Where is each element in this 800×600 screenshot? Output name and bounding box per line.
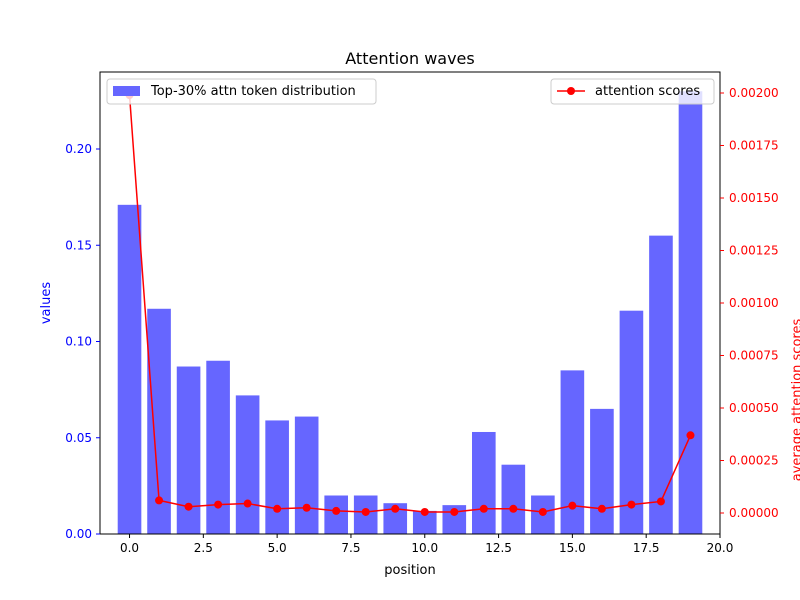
- attention-point-2: [184, 502, 193, 511]
- y-right-tick-label: 0.00100: [729, 296, 779, 310]
- attention-point-15: [568, 501, 577, 510]
- bar-position-18: [649, 235, 673, 535]
- y-right-tick-label: 0.00025: [729, 454, 779, 468]
- attention-point-18: [656, 497, 665, 506]
- attention-point-17: [627, 500, 636, 509]
- bar-position-4: [235, 395, 260, 534]
- attention-point-13: [509, 504, 518, 513]
- x-axis: 0.0 2.5 5.0 7.5 10.0 12.5 15.0 17.5 20.0: [120, 534, 733, 555]
- y-left-tick-label: 0.15: [65, 238, 92, 252]
- bar-position-1: [147, 308, 171, 534]
- y-axis-left-label: values: [39, 282, 54, 325]
- y-right-tick-label: 0.00050: [729, 401, 779, 415]
- attention-point-5: [273, 504, 282, 513]
- attention-point-19: [686, 431, 695, 440]
- attention-point-4: [243, 499, 252, 508]
- x-tick-label: 7.5: [341, 541, 360, 555]
- bar-position-6: [294, 416, 319, 534]
- bar-position-19: [678, 91, 703, 534]
- y-axis-left: 0.00 0.05 0.10 0.15 0.20: [65, 142, 100, 541]
- attention-point-12: [479, 504, 488, 513]
- legend-bars-label: Top-30% attn token distribution: [150, 84, 356, 99]
- x-tick-label: 5.0: [268, 541, 287, 555]
- y-right-tick-label: 0.00125: [729, 244, 779, 258]
- y-right-tick-label: 0.00200: [729, 86, 779, 100]
- attention-point-14: [538, 507, 547, 516]
- x-tick-label: 20.0: [707, 541, 734, 555]
- bar-position-17: [619, 310, 644, 534]
- x-tick-label: 17.5: [633, 541, 660, 555]
- x-tick-label: 12.5: [485, 541, 512, 555]
- attention-point-3: [214, 500, 223, 509]
- x-tick-label: 10.0: [411, 541, 438, 555]
- legend-bars-box: [106, 78, 377, 105]
- bar-position-3: [206, 360, 230, 534]
- legend-line-box: [550, 78, 715, 105]
- y-left-tick-label: 0.00: [65, 527, 92, 541]
- y-right-tick-label: 0.00150: [729, 191, 779, 205]
- legend-bars-swatch: [113, 86, 140, 96]
- x-axis-label: position: [384, 563, 436, 578]
- y-right-tick-label: 0.00175: [729, 139, 779, 153]
- attention-scores-line: [128, 95, 692, 513]
- bar-position-5: [265, 420, 289, 534]
- y-left-tick-label: 0.05: [65, 431, 92, 445]
- bar-position-13: [501, 464, 526, 534]
- y-left-tick-label: 0.20: [65, 142, 92, 156]
- attention-point-8: [361, 507, 370, 516]
- attention-point-6: [302, 503, 311, 512]
- bar-position-16: [590, 408, 614, 535]
- attention-point-10: [420, 507, 429, 516]
- attention-point-9: [391, 504, 400, 513]
- x-tick-label: 2.5: [194, 541, 213, 555]
- bar-position-2: [176, 366, 201, 534]
- attention-point-11: [450, 507, 459, 516]
- attention-point-7: [332, 506, 341, 515]
- legend-line: attention scores: [550, 78, 715, 105]
- bar-position-0: [117, 204, 142, 534]
- y-axis-right: 0.00000 0.00025 0.00050 0.00075 0.00100 0.001…: [720, 86, 779, 520]
- legend-line-marker: [567, 87, 575, 95]
- bar-position-12: [472, 431, 496, 534]
- bar-position-9: [383, 503, 408, 534]
- chart-title: Attention waves: [345, 49, 474, 68]
- legend-line-label: attention scores: [595, 84, 700, 99]
- attention-point-1: [155, 496, 164, 505]
- y-right-tick-label: 0.00000: [729, 506, 779, 520]
- attention-point-16: [597, 504, 606, 513]
- x-tick-label: 15.0: [559, 541, 586, 555]
- bar-position-10: [412, 510, 437, 534]
- legend-bars: Top-30% attn token distribution: [106, 78, 377, 105]
- bar-position-15: [560, 370, 585, 535]
- y-right-tick-label: 0.00075: [729, 349, 779, 363]
- y-left-tick-label: 0.10: [65, 335, 92, 349]
- x-tick-label: 0.0: [120, 541, 139, 555]
- y-axis-right-label: average attention scores: [790, 319, 800, 482]
